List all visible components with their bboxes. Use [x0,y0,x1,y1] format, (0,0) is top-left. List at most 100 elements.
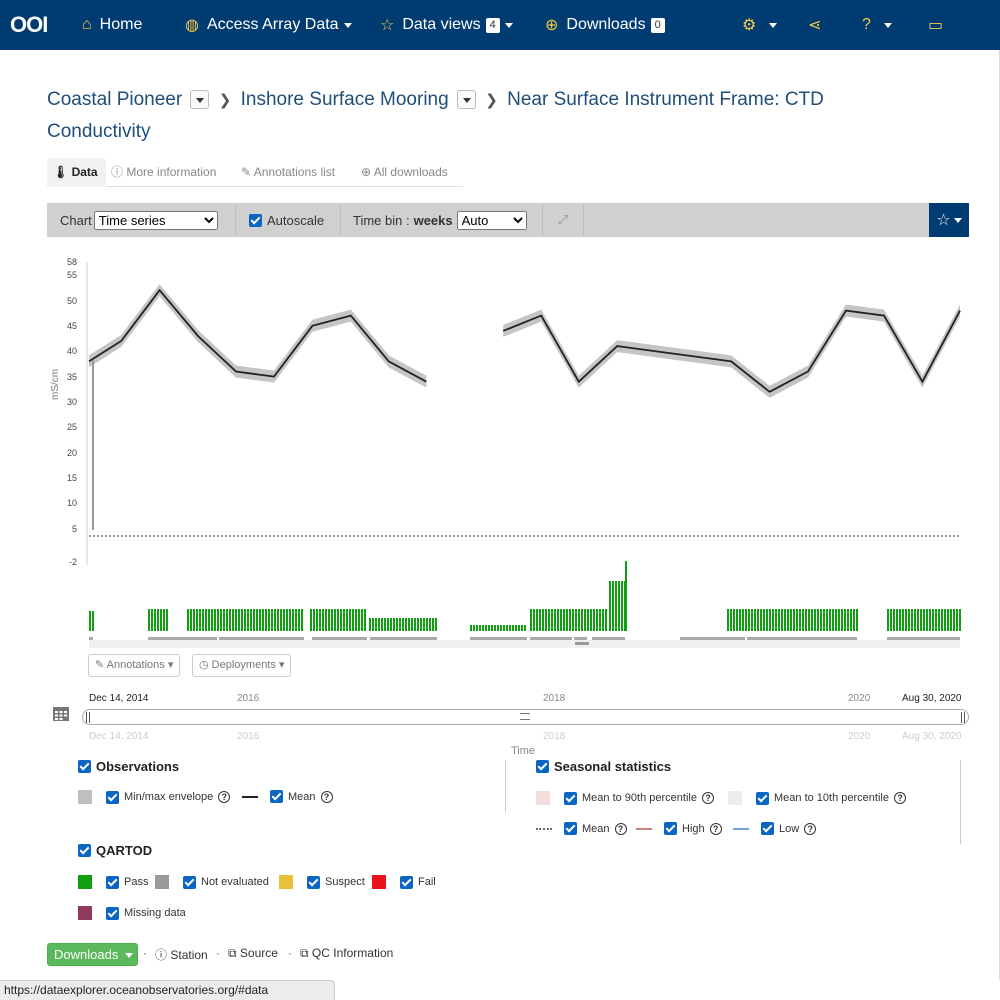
help-icon[interactable]: ? [804,822,817,835]
qartod-pass-bar [781,609,783,631]
qartod-pass-bar [343,609,345,631]
qartod-pass-bar [151,609,153,631]
chevron-down-icon [769,22,778,28]
download-icon: ⊕ [361,165,372,179]
station-link[interactable]: ⓘ Station [155,946,208,963]
range-end-handle[interactable] [961,712,965,723]
qartod-pass-bar [402,618,404,631]
chart-svg[interactable]: 58 55 50 45 40 35 30 25 20 15 10 5 -2 [47,255,969,655]
chevron-right-icon: ❯ [218,92,232,109]
time-range-slider[interactable] [82,709,969,725]
help-icon[interactable]: ? [709,822,722,835]
favorite-dropdown-button[interactable]: ☆ [929,203,969,237]
nav-home[interactable]: ⌂ Home [82,0,142,50]
legend-mean: Mean ? [242,790,333,803]
help-icon[interactable]: ? [218,791,231,803]
breadcrumb-site[interactable]: Coastal Pioneer [47,89,183,110]
seasonal-checkbox[interactable] [536,760,549,773]
nav-data-views[interactable]: ☆ Data views 4 [380,0,513,50]
qartod-pass-bar [926,609,928,631]
qartod-pass-bar [539,609,541,631]
qartod-pass-bar [250,609,252,631]
seasonal-statistics-toggle[interactable]: Seasonal statistics [536,759,671,774]
timebin-select[interactable]: Auto [456,210,527,230]
help-icon[interactable]: ? [701,792,714,804]
qartod-pass-bar [612,581,614,631]
tab-annotations-list[interactable]: ✎ Annotations list [241,158,335,187]
autoscale-checkbox[interactable] [249,213,262,227]
nav-share[interactable]: ⋖ [808,0,829,50]
qartod-pass-bar [247,609,249,631]
qartod-pass-bar [599,609,601,631]
time-series-chart[interactable]: 58 55 50 45 40 35 30 25 20 15 10 5 -2 [47,255,969,655]
qartod-pass-bar [229,609,231,631]
observations-toggle[interactable]: Observations [78,759,179,774]
qartod-pass-bar [557,609,559,631]
y-tick-label: 35 [67,372,77,382]
site-dropdown-button[interactable] [190,90,210,110]
deployments-dropdown-button[interactable]: ◷ Deployments ▾ [192,654,292,677]
fail-checkbox[interactable] [400,875,413,889]
qartod-pass-bar [935,609,937,631]
legend-low: Low ? [733,822,817,835]
help-icon[interactable]: ? [320,790,333,803]
minmax-checkbox[interactable] [106,790,119,804]
qartod-pass-bar [754,609,756,631]
qartod-pass-bar [533,609,535,631]
breadcrumb-node[interactable]: Inshore Surface Mooring [240,89,449,110]
not-evaluated-checkbox[interactable] [183,875,196,889]
seasonal-mean-checkbox[interactable] [564,822,577,835]
qartod-pass-bar [856,609,858,631]
qartod-pass-bar [506,625,508,631]
nav-feedback[interactable]: ▭ [928,0,951,50]
tab-all-downloads[interactable]: ⊕ All downloads [361,158,448,187]
pass-checkbox[interactable] [106,875,119,889]
qartod-pass-bar [89,611,91,631]
annotations-dropdown-button[interactable]: ✎ Annotations ▾ [88,654,181,677]
help-icon[interactable]: ? [614,822,627,835]
timeline-2016-label-shadow: 2016 [237,731,260,742]
qartod-pass-bar [841,609,843,631]
low-checkbox[interactable] [761,822,774,835]
downloads-dropdown-button[interactable]: Downloads [47,943,138,966]
qartod-toggle[interactable]: QARTOD [78,843,152,858]
calendar-icon[interactable] [52,704,70,722]
suspect-checkbox[interactable] [307,875,320,889]
deployment-bar [470,637,527,640]
tab-data[interactable]: 🌡︎ Data [47,158,106,187]
nav-downloads[interactable]: ⊕ Downloads 0 [545,0,665,50]
qartod-pass-bar [938,609,940,631]
mean-line [88,288,427,383]
nav-help[interactable]: ? [862,0,892,50]
qartod-pass-bar [518,625,520,631]
nav-access-array-data[interactable]: ◍ Access Array Data [185,0,352,50]
missing-checkbox[interactable] [106,906,119,920]
source-link[interactable]: ⧉ Source [228,946,278,961]
mean10-checkbox[interactable] [756,791,769,805]
qartod-pass-bar [560,609,562,631]
range-start-handle[interactable] [86,712,90,723]
nav-settings[interactable]: ⚙ [742,0,778,50]
qc-information-link[interactable]: ⧉ QC Information [300,946,393,961]
qartod-pass-bar [217,609,219,631]
qartod-pass-bar [399,618,401,631]
range-drag-grip[interactable] [520,713,530,720]
high-checkbox[interactable] [664,822,677,835]
separator-dot: · [143,946,147,960]
help-icon[interactable]: ? [893,792,906,804]
mean-checkbox[interactable] [270,790,283,803]
timeline-2016-label: 2016 [237,693,260,704]
qartod-pass-bar [414,618,416,631]
qartod-pass-bar [289,609,291,631]
expand-button[interactable]: ⤢ [543,203,584,237]
chart-type-select[interactable]: Time series [93,210,218,230]
tab-more-information[interactable]: ⓘ More information [111,158,216,187]
qartod-pass-bar [301,609,303,631]
node-dropdown-button[interactable] [456,90,476,110]
qartod-checkbox[interactable] [78,844,91,857]
y-tick-label: 10 [67,498,77,508]
mean90-checkbox[interactable] [564,791,577,805]
ooi-logo[interactable]: OOI [10,12,48,37]
source-link-label: Source [239,946,278,960]
observations-checkbox[interactable] [78,760,91,773]
